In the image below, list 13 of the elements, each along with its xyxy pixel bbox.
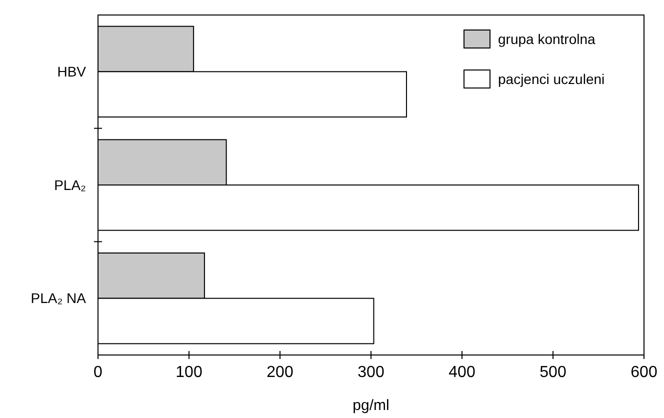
x-tick-label: 200 xyxy=(266,364,294,381)
x-tick-label: 600 xyxy=(630,364,658,381)
x-tick-label: 0 xyxy=(94,364,103,381)
y-tick-label: PLA₂ NA xyxy=(30,290,87,306)
y-tick-label: HBV xyxy=(57,64,87,80)
x-axis-title: pg/ml xyxy=(352,397,390,414)
x-tick-label: 500 xyxy=(540,364,566,381)
x-tick-label: 400 xyxy=(448,364,476,381)
x-tick-label: 300 xyxy=(358,364,384,381)
x-tick-label: 100 xyxy=(176,364,202,381)
legend-label: pacjenci uczuleni xyxy=(498,70,605,87)
y-tick-label: PLA₂ xyxy=(54,176,86,193)
legend-label: grupa kontrolna xyxy=(498,30,596,47)
